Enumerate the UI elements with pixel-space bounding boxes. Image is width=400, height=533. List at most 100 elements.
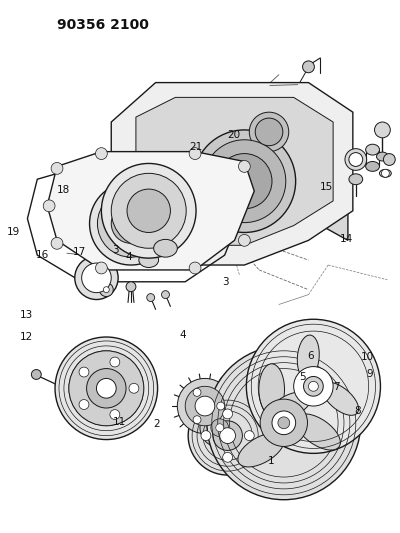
Circle shape — [349, 152, 363, 166]
Ellipse shape — [154, 239, 177, 257]
Circle shape — [382, 169, 389, 177]
Text: 14: 14 — [339, 234, 352, 244]
Circle shape — [374, 122, 390, 138]
Circle shape — [193, 389, 201, 397]
Text: 17: 17 — [73, 247, 86, 257]
Text: 6: 6 — [307, 351, 314, 361]
Circle shape — [69, 351, 144, 426]
Circle shape — [110, 357, 120, 367]
Text: 7: 7 — [333, 382, 339, 392]
Circle shape — [100, 283, 113, 296]
Circle shape — [75, 256, 118, 300]
Circle shape — [98, 190, 164, 257]
Circle shape — [79, 367, 89, 377]
Text: 18: 18 — [57, 185, 70, 195]
Circle shape — [255, 118, 283, 146]
Circle shape — [200, 408, 240, 447]
Ellipse shape — [366, 161, 380, 171]
Ellipse shape — [139, 253, 158, 268]
Polygon shape — [136, 98, 333, 245]
Circle shape — [185, 386, 225, 426]
Circle shape — [96, 378, 116, 398]
Text: 5: 5 — [299, 372, 306, 382]
Circle shape — [223, 409, 232, 419]
Circle shape — [308, 382, 318, 391]
Circle shape — [96, 262, 107, 274]
Ellipse shape — [259, 364, 284, 415]
Circle shape — [249, 112, 289, 151]
Text: 13: 13 — [20, 310, 33, 320]
Circle shape — [82, 263, 111, 293]
Polygon shape — [195, 87, 348, 112]
Circle shape — [302, 61, 314, 72]
Circle shape — [272, 411, 296, 434]
Circle shape — [189, 262, 201, 274]
Circle shape — [177, 378, 232, 434]
Circle shape — [103, 287, 109, 293]
Circle shape — [188, 396, 267, 475]
Text: 4: 4 — [126, 252, 132, 262]
Circle shape — [217, 402, 225, 410]
Text: 8: 8 — [354, 406, 361, 416]
Text: 3: 3 — [112, 245, 118, 255]
Circle shape — [90, 182, 172, 265]
Ellipse shape — [349, 174, 363, 184]
Text: 19: 19 — [7, 228, 20, 237]
Circle shape — [345, 149, 367, 171]
Text: 4: 4 — [179, 330, 186, 340]
Text: 3: 3 — [222, 277, 229, 287]
Polygon shape — [195, 87, 304, 216]
Ellipse shape — [380, 169, 391, 177]
Circle shape — [216, 424, 224, 432]
Circle shape — [55, 337, 158, 440]
Ellipse shape — [297, 335, 319, 379]
Text: 11: 11 — [112, 417, 126, 426]
Circle shape — [193, 130, 296, 232]
Circle shape — [238, 235, 250, 246]
Circle shape — [101, 164, 196, 258]
Circle shape — [127, 189, 170, 232]
Circle shape — [126, 282, 136, 292]
Ellipse shape — [376, 152, 388, 161]
Ellipse shape — [322, 382, 358, 415]
Polygon shape — [304, 87, 348, 240]
Circle shape — [147, 294, 155, 302]
Ellipse shape — [366, 144, 380, 155]
Circle shape — [304, 376, 323, 396]
Circle shape — [43, 200, 55, 212]
Circle shape — [111, 173, 186, 248]
Circle shape — [193, 416, 201, 424]
Text: 90356 2100: 90356 2100 — [57, 19, 149, 33]
Circle shape — [86, 368, 126, 408]
Circle shape — [51, 163, 63, 174]
Circle shape — [260, 399, 308, 447]
Circle shape — [129, 383, 139, 393]
Polygon shape — [47, 151, 254, 270]
Circle shape — [246, 319, 380, 454]
Circle shape — [223, 453, 232, 462]
Circle shape — [203, 140, 286, 223]
Circle shape — [31, 369, 41, 379]
Circle shape — [211, 419, 228, 437]
Ellipse shape — [296, 414, 340, 450]
Circle shape — [217, 154, 272, 209]
Circle shape — [278, 417, 290, 429]
Circle shape — [195, 396, 215, 416]
Circle shape — [201, 431, 211, 441]
Text: 2: 2 — [153, 419, 160, 429]
Text: 10: 10 — [361, 352, 374, 362]
Circle shape — [238, 160, 250, 172]
Text: 15: 15 — [320, 182, 333, 191]
Circle shape — [220, 427, 236, 443]
Circle shape — [111, 204, 151, 244]
Circle shape — [51, 237, 63, 249]
Circle shape — [96, 148, 107, 159]
Circle shape — [213, 421, 242, 450]
Ellipse shape — [238, 433, 284, 467]
Circle shape — [162, 290, 170, 298]
Text: 12: 12 — [20, 333, 33, 343]
Text: 9: 9 — [366, 369, 373, 379]
Circle shape — [189, 148, 201, 159]
Circle shape — [384, 154, 395, 165]
Text: 21: 21 — [190, 142, 203, 152]
